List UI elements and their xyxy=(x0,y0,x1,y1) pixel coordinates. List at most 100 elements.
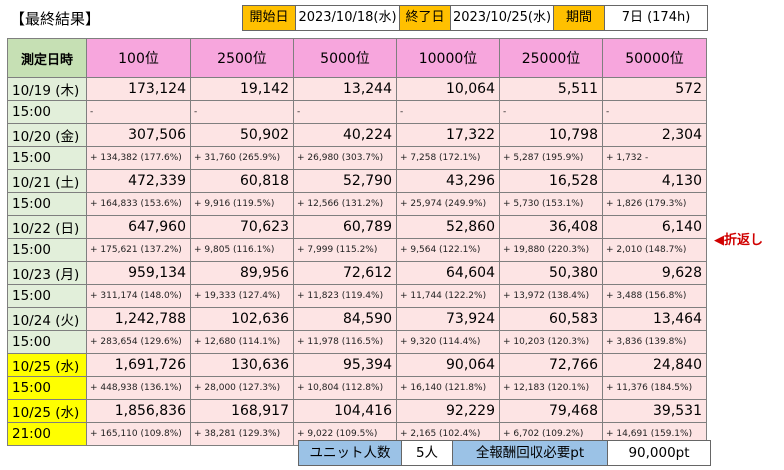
rank-delta: + 5,730 (153.1%) xyxy=(499,192,603,216)
rank-value: 52,790 xyxy=(293,169,397,193)
rank-delta: + 19,880 (220.3%) xyxy=(499,238,603,262)
rank-value: 50,380 xyxy=(499,261,603,285)
rank-value: 43,296 xyxy=(396,169,500,193)
rank-value: 9,628 xyxy=(602,261,707,285)
rank-delta: + 12,566 (131.2%) xyxy=(293,192,397,216)
rank-value: 73,924 xyxy=(396,307,500,331)
end-date-value: 2023/10/25(水) xyxy=(450,5,554,31)
corner-label: 測定日時 xyxy=(7,38,87,78)
rank-delta: + 2,010 (148.7%) xyxy=(602,238,707,262)
measure-time: 21:00 xyxy=(7,422,87,446)
rank-delta: + 26,980 (303.7%) xyxy=(293,146,397,170)
rank-value: 70,623 xyxy=(190,215,294,239)
rank-delta: + 448,938 (136.1%) xyxy=(86,376,191,400)
rank-delta: + 5,287 (195.9%) xyxy=(499,146,603,170)
start-date-value: 2023/10/18(水) xyxy=(295,5,400,31)
unit-count-value: 5人 xyxy=(401,440,453,466)
rank-value: 1,856,836 xyxy=(86,399,191,423)
rank-delta: + 175,621 (137.2%) xyxy=(86,238,191,262)
rank-value: 10,064 xyxy=(396,77,500,101)
rank-value: 39,531 xyxy=(602,399,707,423)
table-row: 10/21 (土) 472,339 60,818 52,790 43,296 16,528… xyxy=(7,169,707,193)
rank-delta: + 1,732 - xyxy=(602,146,707,170)
rank-value: 52,860 xyxy=(396,215,500,239)
table-row: 10/24 (火) 1,242,788 102,636 84,590 73,924 60,… xyxy=(7,307,707,331)
rank-value: 16,528 xyxy=(499,169,603,193)
rank-value: 1,242,788 xyxy=(86,307,191,331)
end-date-label: 終了日 xyxy=(399,5,451,31)
rank-value: 1,691,726 xyxy=(86,353,191,377)
turning-point-note: ◀折返し xyxy=(714,233,763,248)
column-header: 25000位 xyxy=(499,38,603,78)
column-header: 2500位 xyxy=(190,38,294,78)
rank-value: 89,956 xyxy=(190,261,294,285)
measure-date: 10/22 (日) xyxy=(7,215,87,239)
measure-time: 15:00 xyxy=(7,146,87,170)
rank-delta: - xyxy=(499,100,603,124)
rank-value: 10,798 xyxy=(499,123,603,147)
rank-delta: + 10,804 (112.8%) xyxy=(293,376,397,400)
rank-value: 50,902 xyxy=(190,123,294,147)
rank-delta: + 283,654 (129.6%) xyxy=(86,330,191,354)
rank-delta: + 165,110 (109.8%) xyxy=(86,422,191,446)
rank-value: 5,511 xyxy=(499,77,603,101)
rank-delta: + 9,564 (122.1%) xyxy=(396,238,500,262)
rank-value: 24,840 xyxy=(602,353,707,377)
start-date-label: 開始日 xyxy=(242,5,296,31)
rank-value: 95,394 xyxy=(293,353,397,377)
rank-delta: - xyxy=(293,100,397,124)
table-row: 10/23 (月) 959,134 89,956 72,612 64,604 50,380… xyxy=(7,261,707,285)
table-row: 10/20 (金) 307,506 50,902 40,224 17,322 10,798… xyxy=(7,123,707,147)
table-row-delta: 15:00- - - - - - xyxy=(7,100,707,124)
rank-delta: + 13,972 (138.4%) xyxy=(499,284,603,308)
measure-date: 10/21 (土) xyxy=(7,169,87,193)
rank-delta: + 9,916 (119.5%) xyxy=(190,192,294,216)
measure-time: 15:00 xyxy=(7,100,87,124)
rank-value: 92,229 xyxy=(396,399,500,423)
unit-count-label: ユニット人数 xyxy=(298,440,402,466)
rank-value: 572 xyxy=(602,77,707,101)
rank-value: 173,124 xyxy=(86,77,191,101)
rank-value: 647,960 xyxy=(86,215,191,239)
rank-value: 472,339 xyxy=(86,169,191,193)
rank-value: 60,818 xyxy=(190,169,294,193)
measure-date: 10/23 (月) xyxy=(7,261,87,285)
rank-delta: + 19,333 (127.4%) xyxy=(190,284,294,308)
rank-value: 60,789 xyxy=(293,215,397,239)
rank-delta: + 11,744 (122.2%) xyxy=(396,284,500,308)
measure-time: 15:00 xyxy=(7,192,87,216)
table-row-delta: 15:00 + 448,938 (136.1%) + 28,000 (127.3%)… xyxy=(7,376,707,400)
rank-delta: + 311,174 (148.0%) xyxy=(86,284,191,308)
rank-delta: + 28,000 (127.3%) xyxy=(190,376,294,400)
period-value: 7日 (174h) xyxy=(604,5,708,31)
measure-time: 15:00 xyxy=(7,238,87,262)
rank-value: 72,612 xyxy=(293,261,397,285)
rank-value: 102,636 xyxy=(190,307,294,331)
rank-value: 60,583 xyxy=(499,307,603,331)
rank-delta: + 7,999 (115.2%) xyxy=(293,238,397,262)
table-row-delta: 15:00 + 283,654 (129.6%) + 12,680 (114.1%)… xyxy=(7,330,707,354)
rank-value: 17,322 xyxy=(396,123,500,147)
table-row: 10/25 (水) 1,691,726 130,636 95,394 90,064 72,… xyxy=(7,353,707,377)
table-row-delta: 15:00 + 311,174 (148.0%) + 19,333 (127.4%)… xyxy=(7,284,707,308)
measure-time: 15:00 xyxy=(7,376,87,400)
rank-delta: + 11,376 (184.5%) xyxy=(602,376,707,400)
rank-delta: + 3,488 (156.8%) xyxy=(602,284,707,308)
rank-value: 64,604 xyxy=(396,261,500,285)
rank-value: 2,304 xyxy=(602,123,707,147)
rank-delta: + 164,833 (153.6%) xyxy=(86,192,191,216)
rank-delta: - xyxy=(602,100,707,124)
rank-value: 13,244 xyxy=(293,77,397,101)
rank-delta: + 38,281 (129.3%) xyxy=(190,422,294,446)
column-header: 50000位 xyxy=(602,38,707,78)
table-row: 10/25 (水) 1,856,836 168,917 104,416 92,229 79… xyxy=(7,399,707,423)
rank-delta: + 3,836 (139.8%) xyxy=(602,330,707,354)
header-row: 測定日時 100位 2500位 5000位 10000位 25000位 5000… xyxy=(7,38,707,78)
rank-delta: + 31,760 (265.9%) xyxy=(190,146,294,170)
table-row-delta: 15:00 + 164,833 (153.6%) + 9,916 (119.5%) +… xyxy=(7,192,707,216)
rank-delta: + 11,823 (119.4%) xyxy=(293,284,397,308)
rank-delta: - xyxy=(86,100,191,124)
rank-delta: + 12,680 (114.1%) xyxy=(190,330,294,354)
measure-date: 10/24 (火) xyxy=(7,307,87,331)
rank-delta: + 11,978 (116.5%) xyxy=(293,330,397,354)
